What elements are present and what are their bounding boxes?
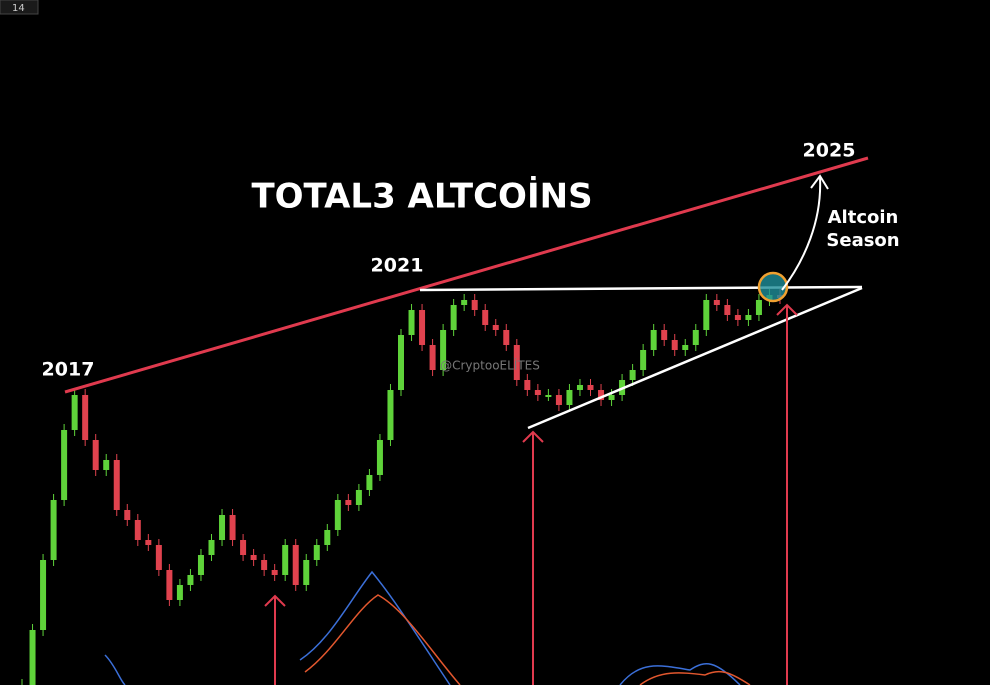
arrows [264, 303, 798, 685]
candle-body [429, 345, 436, 370]
candle-body [124, 510, 131, 520]
candle-body [555, 395, 562, 405]
candle-body [576, 385, 583, 390]
triangle-top [419, 285, 863, 292]
watermark: @CryptooELİTES [440, 358, 540, 373]
candle-body [29, 630, 36, 685]
candle-body [471, 300, 478, 310]
candle-body [587, 385, 594, 390]
candle-body [61, 430, 68, 500]
candle-body [366, 475, 373, 490]
candle-body [292, 545, 299, 585]
candle-body [166, 570, 173, 600]
season-arrow [781, 177, 822, 291]
breakout-circle [757, 271, 789, 303]
season-label: Altcoin [828, 207, 899, 228]
candle-body [408, 310, 415, 335]
candle-body [155, 545, 162, 570]
candle-body [650, 330, 657, 350]
candle-body [524, 380, 531, 390]
indicator-line [104, 654, 126, 685]
candle-body [503, 330, 510, 345]
candle-body [50, 500, 57, 560]
candle-body [640, 350, 647, 370]
candle-body [219, 515, 226, 540]
candle-body [103, 460, 110, 470]
indicator-line [299, 570, 451, 685]
candle-body [450, 305, 457, 330]
candle-body [461, 300, 468, 305]
triangle-bottom [527, 286, 863, 430]
candle-body [734, 315, 741, 320]
season-label: Season [826, 230, 899, 251]
candle-body [197, 555, 204, 575]
candle-body [755, 300, 762, 315]
candle-body [492, 325, 499, 330]
candle-body [713, 300, 720, 305]
candle-body [745, 315, 752, 320]
candle-body [440, 330, 447, 370]
arrow-head [264, 594, 286, 607]
candle-body [113, 460, 120, 510]
candle-body [398, 335, 404, 390]
candle-body [187, 575, 194, 585]
candle-body [692, 330, 699, 345]
interval-box[interactable] [0, 0, 39, 15]
candle-body [271, 570, 278, 575]
candle-body [566, 390, 573, 405]
resistance-line [64, 156, 869, 394]
candle-body [671, 340, 678, 350]
candle-body [387, 390, 394, 440]
candle-body [513, 345, 520, 380]
indicator-line [639, 670, 751, 685]
candle-body [229, 515, 236, 540]
candle-body [355, 490, 362, 505]
indicator-line [619, 663, 741, 685]
season-arrow-head [810, 174, 829, 190]
candle-body [534, 390, 541, 395]
candle-body [176, 585, 183, 600]
candle-body [345, 500, 352, 505]
candle-body [134, 520, 141, 540]
candle-body [545, 395, 552, 397]
candle-body [40, 560, 47, 630]
arrow-head [522, 430, 544, 443]
candle-body [282, 545, 289, 575]
candle-body [661, 330, 668, 340]
candle-body [482, 310, 489, 325]
candle-body [145, 540, 152, 545]
label-2025: 2025 [803, 140, 856, 162]
candle-body [629, 370, 636, 380]
candle-body [598, 390, 605, 400]
candle-body [303, 560, 310, 585]
indicator-line [304, 594, 461, 685]
candle-body [71, 395, 78, 430]
candle-body [703, 300, 710, 330]
chart-title: TOTAL3 ALTCOİNS [251, 176, 592, 217]
arrow-head [776, 303, 798, 316]
label-2021: 2021 [371, 255, 424, 277]
candle-body [208, 540, 215, 555]
candle-body [324, 530, 331, 545]
label-2017: 2017 [42, 359, 95, 381]
candle-body [82, 395, 89, 440]
candle-body [313, 545, 320, 560]
candle-body [261, 560, 268, 570]
interval-badge: 14 [12, 3, 25, 14]
candle-body [724, 305, 731, 315]
candle-body [419, 310, 426, 345]
candle-body [250, 555, 257, 560]
candle-body [608, 395, 615, 400]
candle-body [376, 440, 383, 475]
candle-body [334, 500, 341, 530]
candle-body [240, 540, 247, 555]
candle-body [682, 345, 689, 350]
candle-body [92, 440, 99, 470]
